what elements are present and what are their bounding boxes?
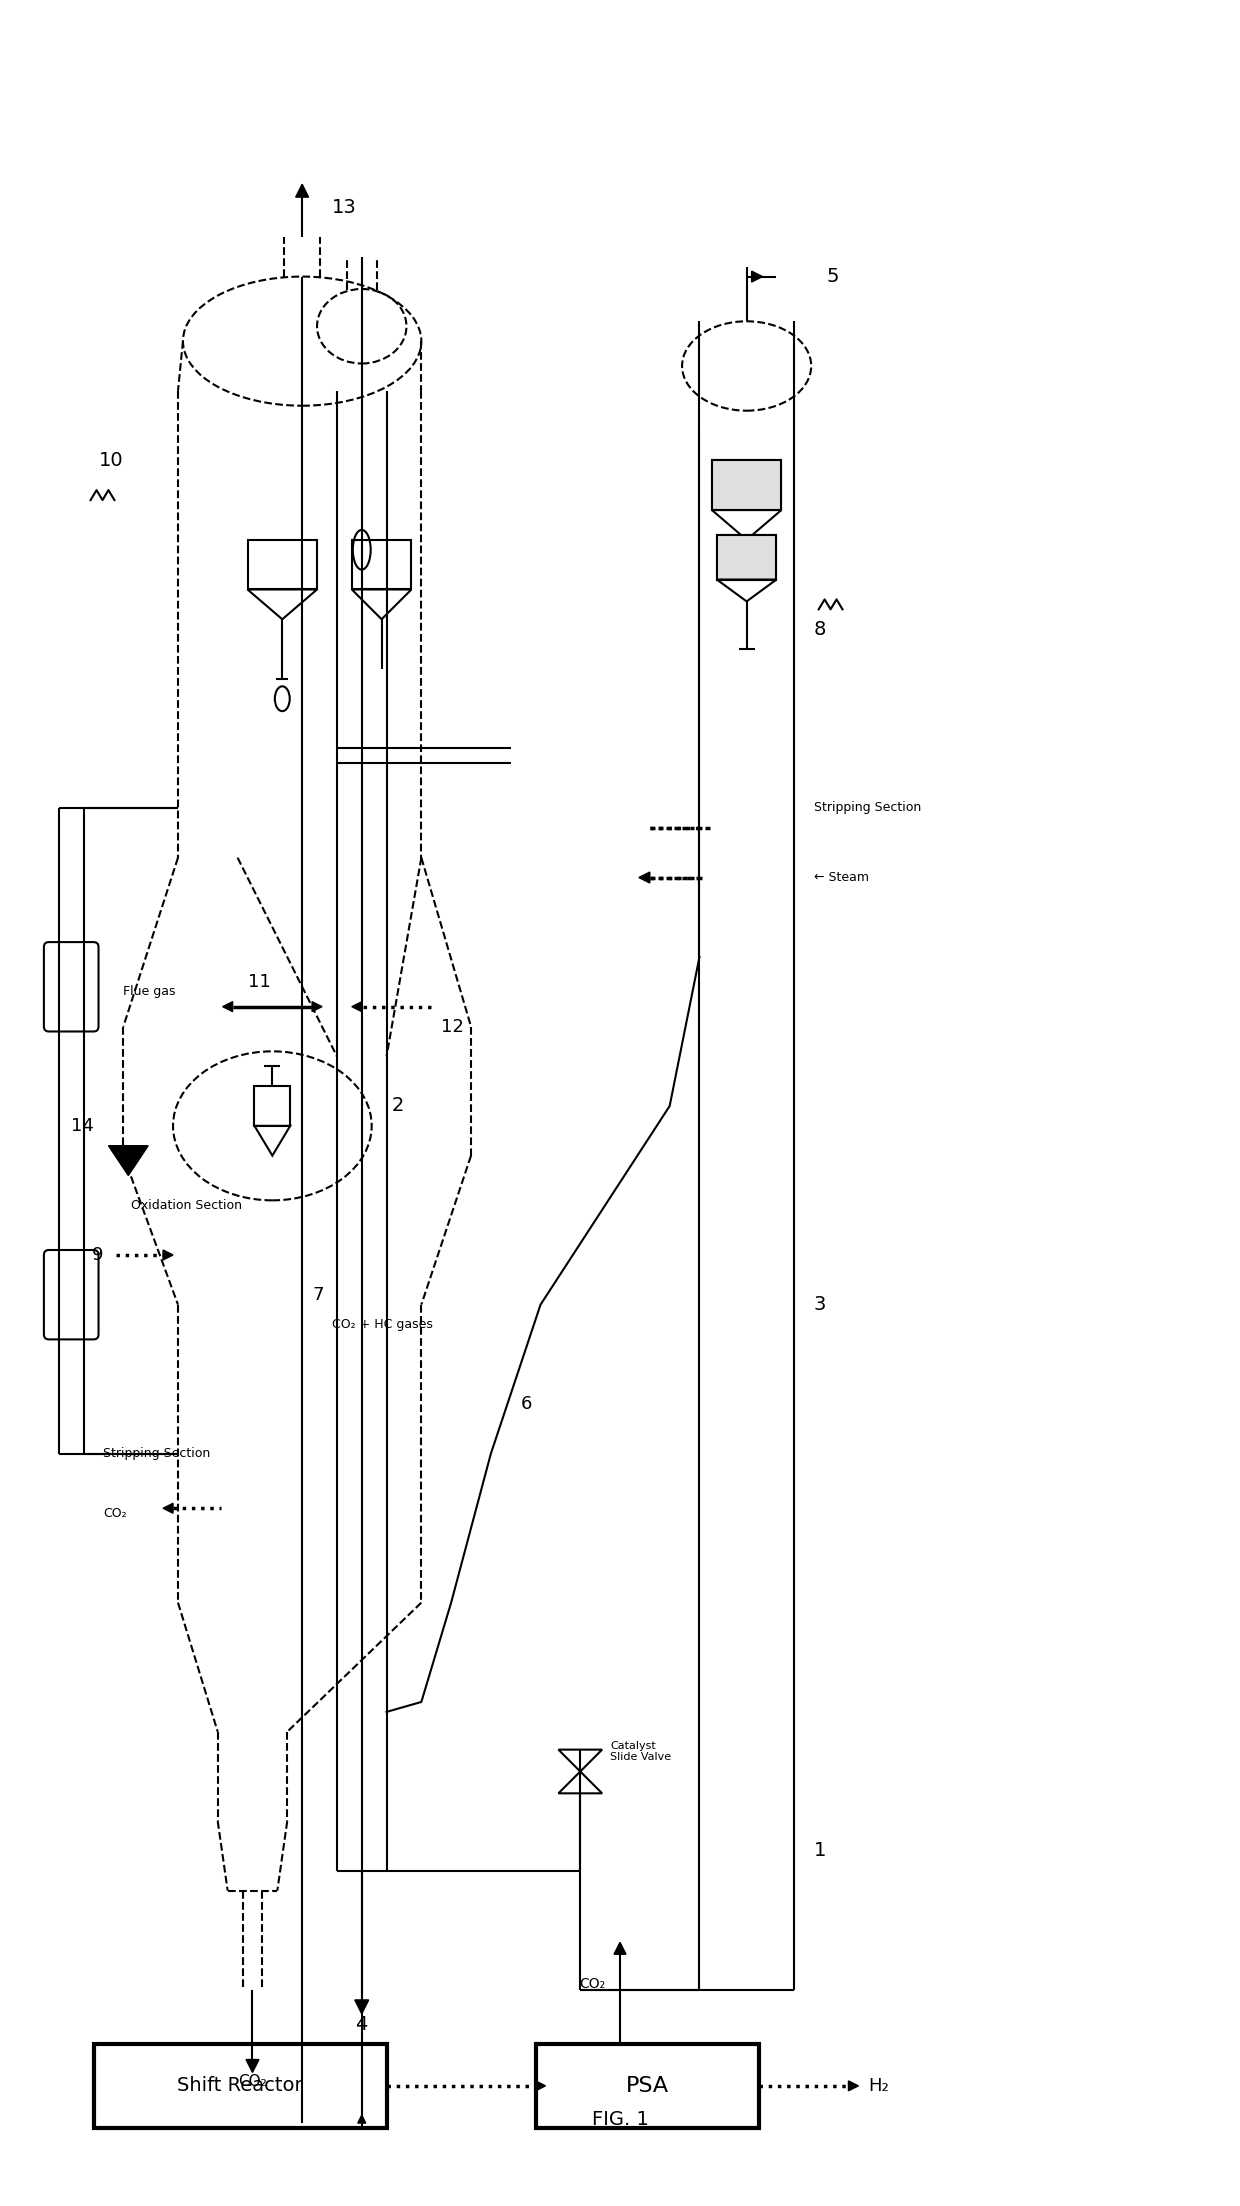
Text: Flue gas: Flue gas [123, 986, 176, 999]
Text: Stripping Section: Stripping Section [103, 1447, 211, 1460]
Text: ← Steam: ← Steam [813, 871, 869, 885]
Bar [717, 534, 776, 580]
Text: 4: 4 [356, 2016, 368, 2034]
Polygon shape [108, 1145, 149, 1176]
Bar [712, 461, 781, 510]
Polygon shape [751, 271, 763, 282]
Polygon shape [639, 871, 650, 882]
Text: 14: 14 [71, 1116, 93, 1134]
Bar [352, 540, 412, 589]
Text: FIG. 1: FIG. 1 [591, 2109, 649, 2129]
Polygon shape [614, 1941, 626, 1955]
Text: 7: 7 [312, 1286, 324, 1304]
Text: Catalyst
Slide Valve: Catalyst Slide Valve [610, 1741, 671, 1763]
Polygon shape [848, 2080, 858, 2091]
Polygon shape [223, 1002, 233, 1013]
Polygon shape [536, 2080, 546, 2091]
Text: CO₂: CO₂ [579, 1977, 605, 1992]
Polygon shape [358, 2116, 366, 2122]
Polygon shape [164, 1251, 174, 1260]
Text: 2: 2 [392, 1096, 404, 1116]
Text: 12: 12 [441, 1017, 464, 1035]
Text: PSA: PSA [626, 2076, 668, 2096]
Text: Shift Reactor: Shift Reactor [177, 2076, 303, 2096]
Text: 1: 1 [813, 1842, 826, 1860]
Polygon shape [246, 2060, 259, 2071]
Polygon shape [352, 1002, 362, 1013]
Text: 10: 10 [98, 450, 123, 470]
Text: Oxidation Section: Oxidation Section [131, 1198, 242, 1211]
Text: 11: 11 [248, 973, 270, 990]
Bar [536, 2043, 759, 2129]
Polygon shape [164, 1502, 174, 1513]
Bar [254, 1085, 290, 1125]
Polygon shape [295, 185, 309, 196]
Text: 5: 5 [826, 267, 838, 287]
Polygon shape [355, 2001, 368, 2014]
Text: 3: 3 [813, 1295, 826, 1315]
Text: CO₂: CO₂ [103, 1507, 128, 1520]
Text: CO₂ + HC gases: CO₂ + HC gases [332, 1317, 433, 1330]
Text: 13: 13 [332, 199, 357, 216]
Text: H₂: H₂ [868, 2076, 889, 2096]
Text: 6: 6 [521, 1394, 532, 1414]
Text: 8: 8 [813, 620, 826, 640]
Polygon shape [312, 1002, 322, 1013]
Text: CO₂: CO₂ [238, 2074, 267, 2089]
Bar [712, 461, 781, 510]
Bar [93, 2043, 387, 2129]
Text: 9: 9 [92, 1246, 103, 1264]
Bar [717, 534, 776, 580]
Bar [248, 540, 317, 589]
Text: Stripping Section: Stripping Section [813, 801, 921, 814]
